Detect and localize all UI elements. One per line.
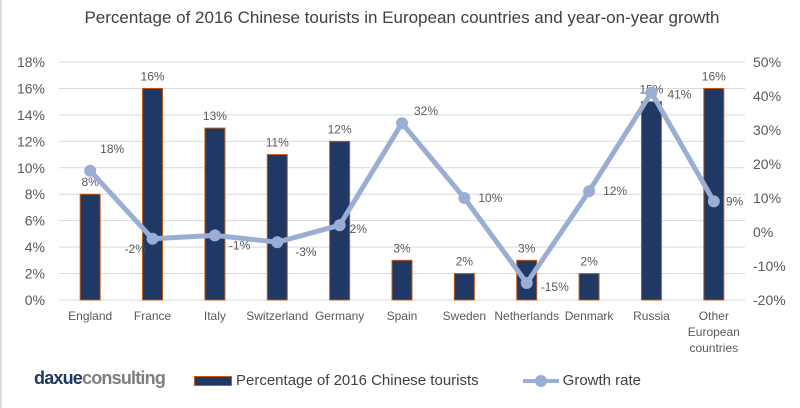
y-right-tick-label: -20% [753, 292, 786, 308]
x-tick-label: Spain [387, 309, 418, 323]
x-tick-label: Other [699, 309, 729, 323]
bar [578, 273, 600, 301]
x-tick-label: Denmark [565, 309, 615, 323]
bar [391, 259, 413, 301]
x-tick-label: countries [689, 341, 738, 355]
x-tick-label: Netherlands [494, 309, 559, 323]
bar [640, 101, 662, 301]
y-right-tick-label: 10% [753, 190, 781, 206]
y-left-tick-label: 8% [25, 186, 45, 202]
bar-data-label: 13% [203, 109, 227, 123]
growth-marker [146, 232, 159, 245]
y-right-tick-label: 20% [753, 156, 781, 172]
y-left-tick-label: 4% [25, 239, 45, 255]
y-right-tick-label: 50% [753, 54, 781, 70]
y-left-tick-label: 12% [17, 133, 45, 149]
logo-text-2: consulting [82, 368, 166, 388]
y-left-tick-label: 0% [25, 292, 45, 308]
legend: Percentage of 2016 Chinese tourists Grow… [194, 372, 641, 389]
legend-bar-label: Percentage of 2016 Chinese tourists [236, 372, 479, 389]
bar-data-label: 12% [328, 122, 352, 136]
x-tick-label: Sweden [443, 309, 486, 323]
y-left-tick-label: 18% [17, 54, 45, 70]
x-tick-label: England [68, 309, 112, 323]
growth-marker [707, 195, 720, 208]
bar [453, 273, 475, 301]
growth-marker [333, 219, 346, 232]
y-right-tick-label: 40% [753, 88, 781, 104]
growth-data-label: 41% [667, 88, 691, 102]
growth-data-label: 32% [414, 104, 438, 118]
growth-marker [84, 164, 97, 177]
y-left-tick-label: 14% [17, 107, 45, 123]
growth-marker [396, 117, 408, 130]
growth-marker [271, 236, 284, 249]
bar [142, 87, 164, 301]
growth-data-label: -1% [229, 238, 251, 252]
growth-marker [458, 192, 471, 204]
bar [204, 127, 226, 301]
growth-data-label: 18% [100, 142, 124, 156]
bar-data-label: 3% [518, 241, 536, 255]
growth-marker [583, 185, 596, 198]
growth-marker [208, 229, 221, 242]
bar-data-label: 16% [702, 69, 726, 83]
bar [266, 154, 288, 301]
growth-data-label: -3% [295, 245, 317, 259]
legend-bar-swatch [194, 375, 232, 386]
growth-marker [645, 86, 658, 99]
y-right-tick-label: 0% [753, 224, 773, 240]
growth-data-label: 2% [350, 222, 368, 236]
y-left-tick-label: 6% [25, 213, 45, 229]
bar-data-label: 2% [580, 255, 598, 269]
bar-data-label: 11% [266, 136, 289, 150]
bar-data-label: 2% [456, 255, 474, 269]
growth-data-label: 9% [726, 194, 744, 208]
bar-data-label: 16% [141, 69, 165, 83]
y-left-tick-label: 16% [17, 80, 45, 96]
bar-data-label: 3% [393, 241, 411, 255]
legend-line-label: Growth rate [562, 372, 642, 389]
bar [703, 87, 725, 301]
growth-data-label: -2% [125, 242, 147, 256]
growth-data-label: 10% [478, 191, 502, 205]
growth-data-label: -15% [541, 280, 569, 294]
x-tick-label: Germany [315, 309, 364, 323]
x-tick-label: European [688, 325, 740, 339]
x-tick-label: France [134, 309, 172, 323]
y-right-tick-label: 30% [753, 122, 781, 138]
y-left-tick-label: 2% [25, 266, 45, 282]
growth-data-label: 12% [603, 184, 627, 198]
chart-plot: 0% 2% 4% 6% 8% 10% 12% 14% 16% 18% -20% -10% 0% 10% 20… [17, 54, 786, 355]
logo-text-1: daxue [34, 368, 83, 388]
daxue-logo: daxueconsulting [34, 368, 166, 389]
bar [79, 193, 101, 301]
growth-marker [520, 277, 533, 289]
chart-title: Percentage of 2016 Chinese tourists in E… [84, 8, 720, 27]
legend-line-swatch [522, 374, 559, 387]
x-tick-label: Italy [204, 309, 226, 323]
y-left-tick-label: 10% [17, 160, 45, 176]
x-tick-label: Russia [633, 309, 670, 323]
y-right-tick-label: -10% [753, 258, 786, 274]
x-tick-label: Switzerland [246, 309, 308, 323]
